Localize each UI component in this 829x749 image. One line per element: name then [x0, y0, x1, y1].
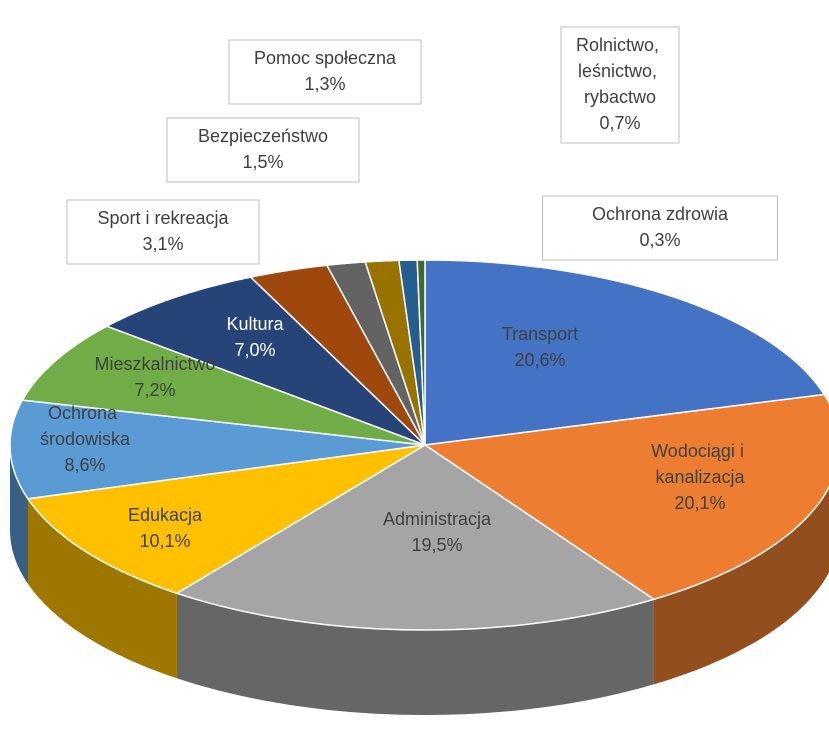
value-label: 7,2%	[134, 380, 175, 400]
label-line: Wodociągi i	[651, 441, 749, 461]
category-label: Transport	[502, 324, 578, 344]
value-label: 7,0%	[234, 340, 275, 360]
value-label: 20,6%	[514, 350, 565, 370]
slice	[9, 399, 426, 500]
category-label: Administracja	[383, 509, 492, 529]
label-line: Sport i rekreacja	[97, 208, 229, 228]
category-label: Pomoc społeczna	[254, 48, 397, 68]
label-line: Edukacja	[128, 505, 203, 525]
value-label: 8,6%	[64, 455, 105, 475]
slice	[422, 393, 829, 601]
label-line: Rolnictwo,	[576, 35, 664, 55]
category-label: Rolnictwo, leśnictwo, rybactwo	[576, 35, 664, 107]
slice	[105, 276, 426, 446]
label-box	[66, 199, 260, 265]
slice	[424, 259, 826, 446]
slice	[249, 264, 426, 446]
label-line: Mieszkalnictwo	[94, 354, 215, 374]
value-label: 1,5%	[242, 152, 283, 172]
category-label: Sport i rekreacja	[97, 208, 229, 228]
value-label: 10,1%	[139, 531, 190, 551]
slice-side	[653, 487, 829, 685]
category-label: Bezpieczeństwo	[198, 126, 328, 146]
value-label: 0,3%	[639, 230, 680, 250]
slice	[364, 259, 426, 446]
label-box	[560, 26, 680, 144]
label-line: Bezpieczeństwo	[198, 126, 328, 146]
category-label: Mieszkalnictwo	[94, 354, 215, 374]
slice	[21, 325, 426, 446]
label-line: Ochrona zdrowia	[592, 204, 729, 224]
slice	[26, 444, 426, 595]
label-box	[228, 39, 422, 105]
slice-side	[28, 498, 177, 679]
label-line: leśnictwo,	[578, 61, 662, 81]
category-label: Ochrona środowiska	[40, 403, 131, 449]
slice-side	[10, 445, 28, 584]
label-box	[166, 117, 360, 183]
category-label: Wodociągi i kanalizacja	[651, 441, 749, 487]
label-line: kanalizacja	[655, 467, 745, 487]
label-line: Kultura	[226, 314, 284, 334]
label-line: Administracja	[383, 509, 492, 529]
category-label: Kultura	[226, 314, 284, 334]
label-line: Ochrona	[48, 403, 122, 423]
value-label: 3,1%	[142, 234, 183, 254]
category-label: Edukacja	[128, 505, 203, 525]
value-label: 19,5%	[411, 535, 462, 555]
value-label: 1,3%	[304, 74, 345, 94]
label-box	[542, 195, 778, 261]
label-line: środowiska	[40, 429, 131, 449]
label-line: Transport	[502, 324, 578, 344]
slice	[175, 444, 656, 631]
label-line: Pomoc społeczna	[254, 48, 397, 68]
slice	[325, 261, 426, 446]
value-label: 0,7%	[599, 113, 640, 133]
value-label: 20,1%	[674, 493, 725, 513]
label-line: rybactwo	[584, 87, 656, 107]
category-label: Ochrona zdrowia	[592, 204, 729, 224]
slice	[416, 259, 426, 446]
